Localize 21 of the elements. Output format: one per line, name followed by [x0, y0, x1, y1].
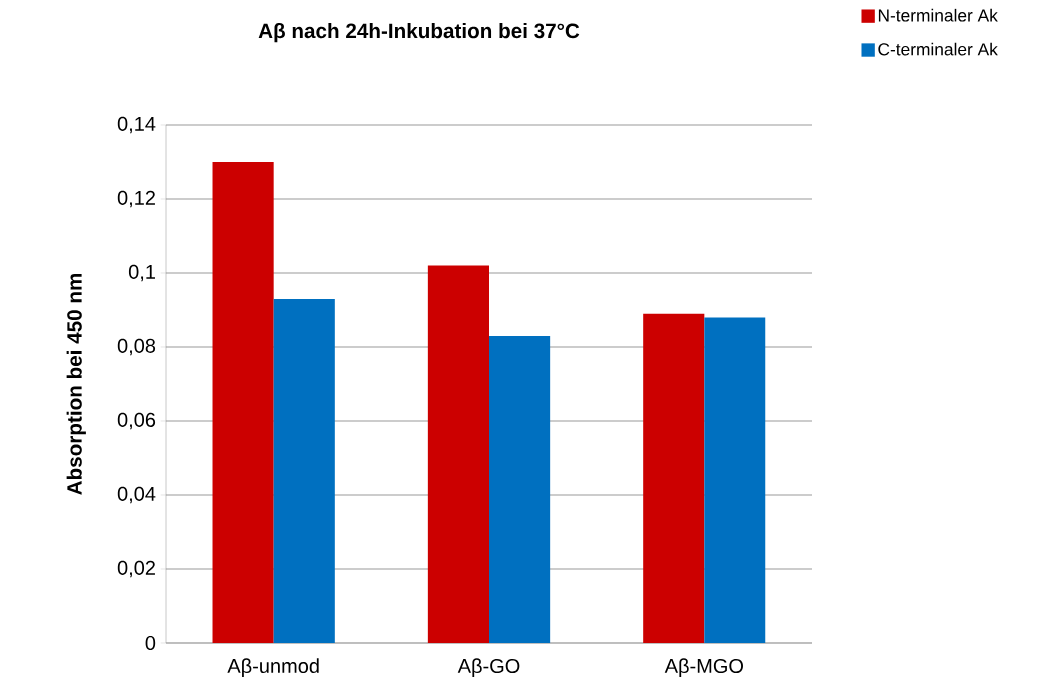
- chart-title: Aβ nach 24h-Inkubation bei 37°C: [258, 23, 580, 43]
- y-tick-label: 0,08: [117, 338, 156, 356]
- bar: [212, 161, 274, 643]
- y-tick-label: 0: [145, 635, 156, 651]
- y-tick-label: 0,1: [128, 264, 155, 282]
- bar: [427, 265, 489, 643]
- x-tick-label: Aβ-MGO: [664, 658, 744, 677]
- legend-label: N-terminaler Ak: [878, 8, 998, 22]
- x-tick-label: Aβ-unmod: [227, 658, 319, 677]
- legend-label: C-terminaler Ak: [878, 42, 998, 56]
- y-axis-title: Absorption bei 450 nm: [66, 273, 86, 495]
- bar: [704, 317, 766, 643]
- y-tick-label: 0,04: [117, 486, 156, 504]
- y-tick-label: 0,02: [117, 560, 155, 578]
- bar: [273, 298, 335, 643]
- bar: [643, 313, 705, 643]
- y-tick-label: 0,12: [117, 190, 155, 208]
- y-tick-label: 0,06: [117, 412, 156, 430]
- bar: [489, 335, 551, 643]
- y-tick-label: 0,14: [117, 116, 156, 134]
- x-tick-label: Aβ-GO: [457, 658, 520, 677]
